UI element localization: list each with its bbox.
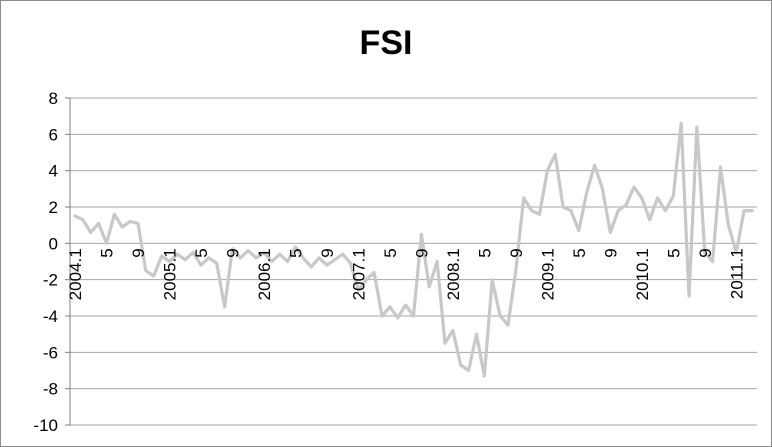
fsi-series-line: [73, 121, 754, 378]
x-tick-label-13: 5: [475, 248, 494, 257]
y-tick-label-2: 4: [49, 162, 58, 181]
y-axis-ticks: 8 6 4 2 0 -2 -4 -6 -8 -10: [33, 89, 58, 435]
x-tick-label-2: 9: [129, 248, 148, 257]
x-tick-label-3: 2005.1: [160, 248, 179, 300]
x-tick-label-8: 9: [318, 248, 337, 257]
y-tick-label-7: -6: [43, 343, 58, 362]
y-tick-label-3: 2: [49, 198, 58, 217]
y-tick-label-4: 0: [49, 234, 58, 253]
x-tick-label-16: 5: [570, 248, 589, 257]
x-tick-label-21: 2011.1: [727, 248, 746, 299]
y-tick-label-0: 8: [49, 89, 58, 108]
y-tick-label-1: 6: [49, 125, 58, 144]
x-tick-label-5: 9: [223, 248, 242, 257]
x-tick-label-0: 2004.1: [66, 248, 85, 300]
x-tick-label-6: 2006.1: [255, 248, 274, 300]
x-tick-label-19: 5: [664, 248, 683, 257]
axes: [65, 97, 71, 426]
x-tick-label-4: 5: [192, 248, 211, 257]
chart-title: FSI: [359, 24, 413, 62]
x-tick-label-12: 2008.1: [444, 248, 463, 300]
y-tick-label-8: -8: [43, 380, 58, 399]
x-axis-ticks: 2004.1 5 9 2005.1 5 9 2006.1 5 9 2007.1 5 9 2008.1 5 9…: [66, 248, 746, 300]
x-tick-label-18: 2010.1: [633, 248, 652, 300]
y-tick-label-5: -2: [43, 271, 58, 290]
x-tick-label-11: 9: [412, 248, 431, 257]
y-tick-label-6: -4: [43, 307, 58, 326]
x-tick-label-17: 9: [601, 248, 620, 257]
plot-area: [73, 121, 754, 378]
x-tick-label-1: 5: [97, 248, 116, 257]
x-tick-label-10: 5: [381, 248, 400, 257]
x-tick-label-15: 2009.1: [538, 248, 557, 300]
x-tick-label-7: 5: [286, 248, 305, 257]
x-tick-label-9: 2007.1: [349, 248, 368, 300]
x-tick-label-14: 9: [507, 248, 526, 257]
x-tick-label-20: 9: [696, 248, 715, 257]
y-tick-label-9: -10: [33, 416, 58, 435]
